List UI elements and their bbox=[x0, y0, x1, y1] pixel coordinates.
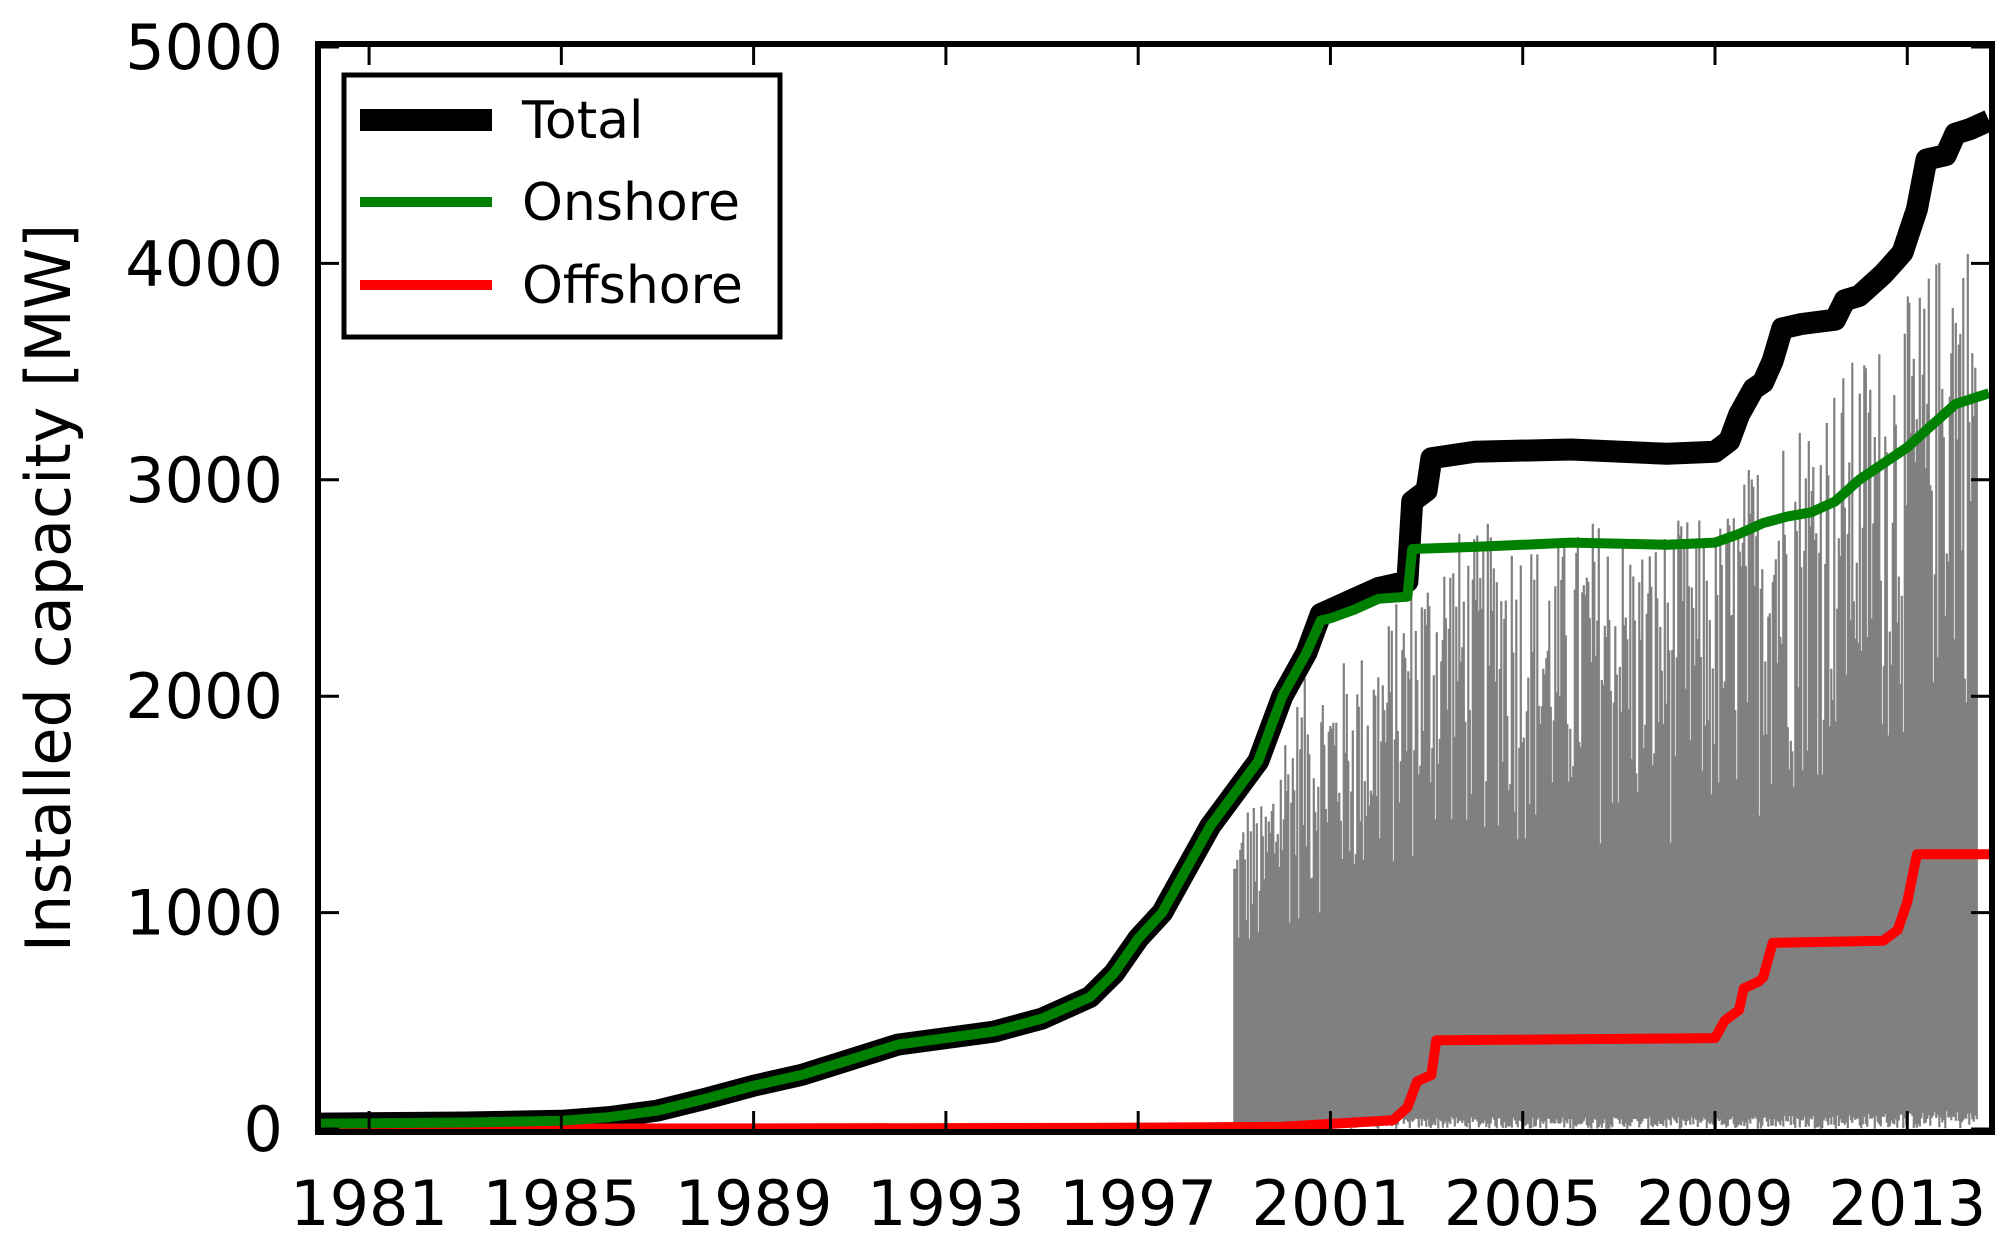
x-tick-label: 1989 bbox=[675, 1167, 833, 1240]
gray-series-bars bbox=[1233, 254, 1978, 1129]
onshore-line bbox=[320, 388, 1991, 1129]
y-axis-title: Installed capacity [MW] bbox=[12, 224, 85, 952]
y-tick-label: 2000 bbox=[125, 660, 283, 733]
x-tick-label: 2009 bbox=[1636, 1167, 1794, 1240]
x-tick-label: 1981 bbox=[290, 1167, 448, 1240]
y-tick-label: 1000 bbox=[125, 877, 283, 950]
legend-label-offshore: Offshore bbox=[522, 256, 743, 316]
lines-layer bbox=[320, 110, 1994, 1135]
x-tick-label: 2005 bbox=[1444, 1167, 1602, 1240]
x-tick-label: 1993 bbox=[867, 1167, 1025, 1240]
y-tick-label: 4000 bbox=[125, 227, 283, 300]
y-tick-label: 0 bbox=[244, 1093, 283, 1166]
x-tick-label: 1997 bbox=[1059, 1167, 1217, 1240]
x-tick-label: 2013 bbox=[1828, 1167, 1986, 1240]
x-tick-label: 2001 bbox=[1252, 1167, 1410, 1240]
offshore-line bbox=[320, 849, 1989, 1134]
legend-label-total: Total bbox=[521, 91, 643, 151]
y-tick-label: 3000 bbox=[125, 444, 283, 517]
x-tick-label: 1985 bbox=[482, 1167, 640, 1240]
y-tick-label: 5000 bbox=[125, 11, 283, 84]
gray-series-layer bbox=[1233, 254, 1978, 1129]
legend: Total Onshore Offshore bbox=[341, 72, 783, 340]
legend-label-onshore: Onshore bbox=[522, 173, 740, 233]
plot-frame bbox=[315, 41, 1995, 1135]
ticks-layer: 1981 1985 1989 1993 1997 2001 2005 2009 2013 0 100… bbox=[125, 11, 1989, 1240]
